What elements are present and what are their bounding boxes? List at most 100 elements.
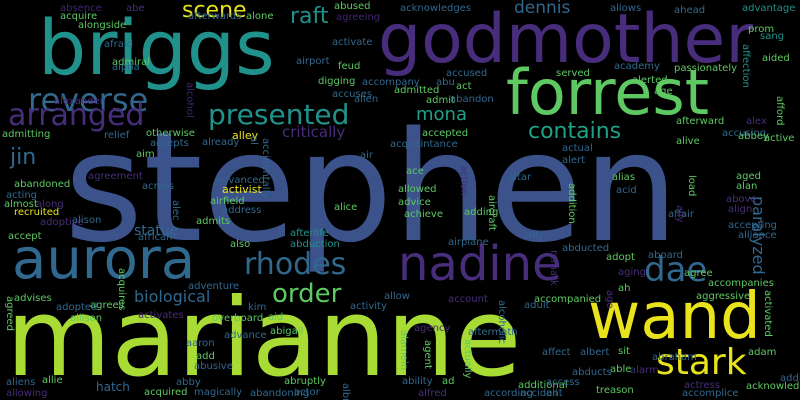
cloud-word: aged: [736, 171, 761, 182]
cloud-word: admit: [426, 95, 455, 106]
cloud-word: mona: [416, 104, 467, 125]
cloud-word: adam: [748, 347, 777, 358]
cloud-word: advantage: [742, 3, 796, 14]
cloud-word: address: [222, 205, 262, 216]
cloud-word: agrees: [90, 300, 124, 311]
cloud-word: dae: [644, 250, 708, 290]
cloud-word: add: [196, 351, 215, 362]
cloud-word: abandoned: [14, 179, 71, 190]
cloud-word: ace: [406, 166, 424, 177]
cloud-word: already: [202, 137, 240, 148]
cloud-word: activates: [138, 310, 184, 321]
cloud-word: airfield: [210, 196, 245, 207]
cloud-word: admitting: [2, 129, 51, 140]
cloud-word: alexander: [54, 96, 104, 107]
cloud-word: acquire: [60, 11, 98, 22]
cloud-word: action: [458, 165, 469, 196]
cloud-word: alpha: [112, 62, 140, 73]
cloud-word: accidentally: [260, 138, 271, 199]
cloud-word: kim: [248, 302, 267, 313]
cloud-word: air: [360, 150, 374, 161]
cloud-word: accuses: [332, 89, 373, 100]
cloud-word: admiral: [112, 57, 151, 68]
cloud-word: critically: [282, 123, 346, 141]
cloud-word: briggs: [38, 3, 275, 92]
cloud-word: along: [36, 199, 64, 210]
cloud-word: accused: [446, 68, 488, 79]
cloud-word: actual: [562, 143, 593, 154]
cloud-word: aboard: [648, 250, 684, 261]
cloud-word: abducted: [562, 243, 610, 254]
cloud-word: afford: [774, 96, 785, 126]
cloud-word: aid: [268, 312, 284, 323]
cloud-word: aided: [762, 53, 790, 64]
cloud-word: account: [448, 294, 488, 305]
cloud-word: abduction: [290, 239, 340, 250]
cloud-word: alarm: [630, 365, 659, 376]
cloud-word: accept: [8, 231, 42, 242]
cloud-word: prom: [748, 24, 775, 35]
cloud-word: allowing: [6, 388, 48, 399]
cloud-word: agreement: [88, 171, 143, 182]
cloud-word: wand: [588, 280, 761, 354]
cloud-word: acting: [6, 190, 38, 201]
cloud-word: accident: [520, 388, 563, 399]
cloud-word: acquires: [116, 268, 127, 311]
cloud-word: dennis: [514, 0, 571, 18]
cloud-word: alliance: [738, 230, 777, 241]
cloud-word: advance: [224, 330, 267, 341]
cloud-word: aim: [136, 149, 155, 160]
cloud-word: accepting: [728, 220, 778, 231]
cloud-word: biological: [134, 287, 211, 306]
cloud-word: access: [546, 377, 580, 388]
cloud-word: ali: [546, 388, 558, 399]
cloud-word: allison: [70, 313, 103, 324]
cloud-word: admitted: [394, 85, 440, 96]
cloud-word: addict: [780, 373, 800, 384]
cloud-word: african: [138, 232, 173, 243]
cloud-word: afterward: [676, 116, 725, 127]
cloud-word: agreed: [4, 296, 15, 332]
cloud-word: abruptly: [284, 376, 326, 387]
cloud-word: treason: [596, 385, 634, 396]
cloud-word: also: [230, 239, 251, 250]
cloud-word: sit: [618, 346, 630, 357]
cloud-word: adult: [524, 300, 550, 311]
cloud-word: abducts: [572, 367, 612, 378]
cloud-word: accompany: [362, 77, 420, 88]
cloud-word: ah: [618, 283, 631, 294]
cloud-word: align: [728, 204, 753, 215]
cloud-word: overboard: [212, 313, 264, 324]
cloud-word: abusive: [194, 361, 233, 372]
cloud-word: arranged: [8, 98, 145, 133]
cloud-word: otherwise: [146, 128, 195, 139]
cloud-word: rhodes: [244, 247, 347, 282]
cloud-word: above: [726, 194, 757, 205]
cloud-word: alex: [746, 116, 767, 127]
cloud-word: statue: [134, 223, 179, 239]
cloud-word: reverse: [28, 81, 149, 119]
cloud-word: age: [654, 86, 673, 97]
cloud-word: allow: [384, 291, 410, 302]
cloud-word: aliens: [6, 377, 36, 388]
cloud-word: adoptive: [40, 217, 84, 228]
cloud-word: affection: [740, 44, 751, 88]
cloud-word: admits: [196, 216, 231, 227]
cloud-word: afterwards: [188, 11, 242, 22]
cloud-word: contains: [528, 119, 622, 144]
cloud-word: affair: [668, 209, 695, 220]
cloud-word: abby: [176, 377, 201, 388]
cloud-word: abu: [436, 77, 455, 88]
cloud-word: airport: [296, 56, 330, 67]
cloud-word: ability: [402, 376, 433, 387]
cloud-word: alec: [170, 200, 181, 221]
cloud-word: activity: [350, 301, 387, 312]
cloud-word: jin: [10, 145, 37, 170]
cloud-word: advice: [398, 197, 431, 208]
cloud-word: additional: [518, 380, 568, 391]
cloud-word: alley: [232, 129, 259, 142]
cloud-word: according: [484, 388, 533, 399]
cloud-word: passionately: [674, 63, 738, 74]
cloud-word: allows: [610, 3, 642, 14]
cloud-word: abbey: [738, 131, 769, 142]
